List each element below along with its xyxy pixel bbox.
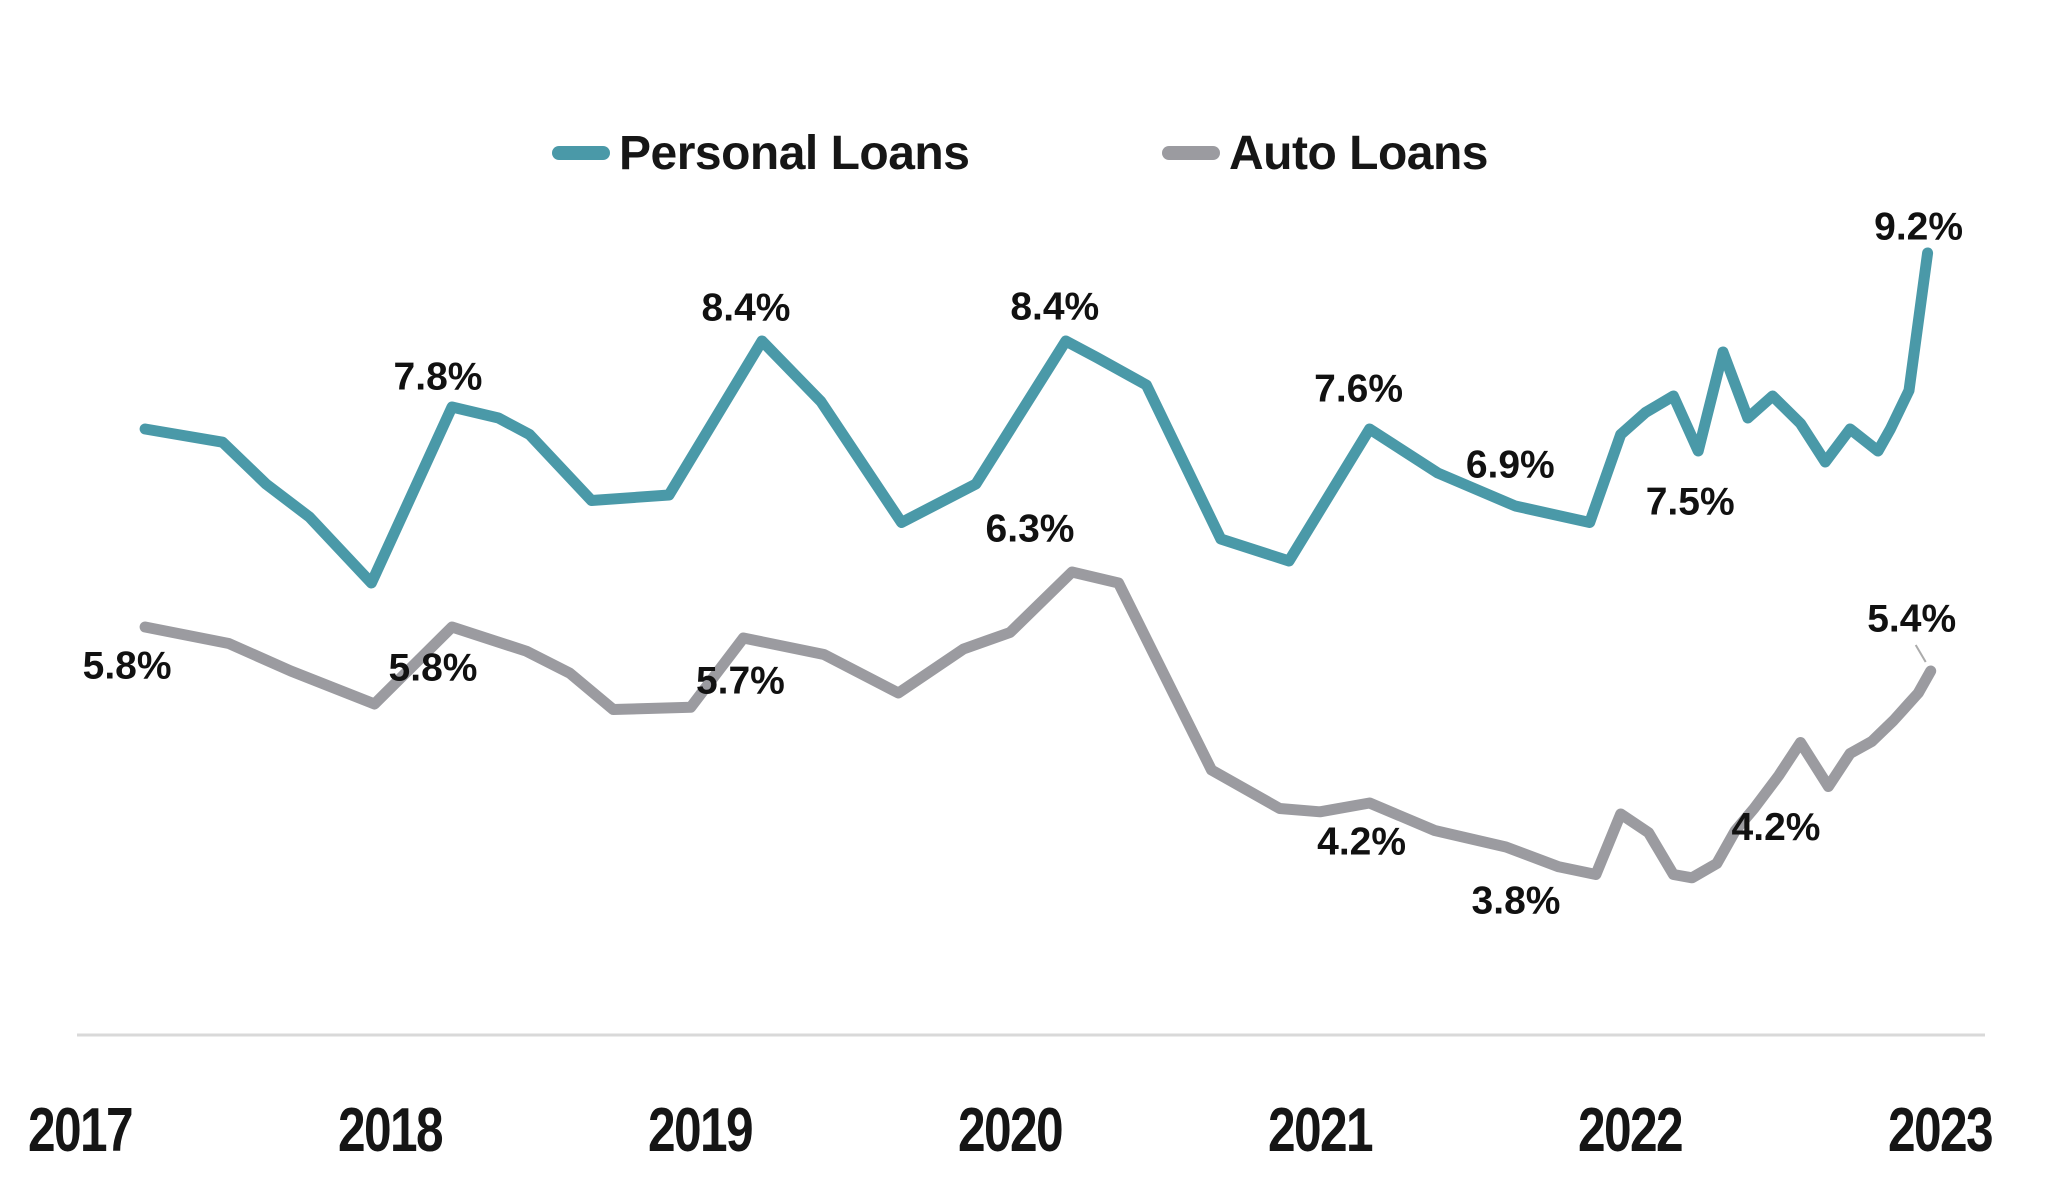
x-axis-label-2021: 2021 <box>1268 1095 1372 1165</box>
data-label-auto-loans-5.4pct: 5.4% <box>1867 597 1956 640</box>
data-label-auto-loans-3.8pct: 3.8% <box>1472 879 1561 922</box>
data-label-personal-loans-8.4pct: 8.4% <box>702 286 791 329</box>
x-axis-label-2019: 2019 <box>648 1095 752 1165</box>
data-label-auto-loans-4.2pct: 4.2% <box>1732 806 1821 849</box>
data-label-auto-loans-4.2pct: 4.2% <box>1317 820 1406 863</box>
legend-label-auto-loans: Auto Loans <box>1229 126 1488 180</box>
x-axis-label-2018: 2018 <box>338 1095 442 1165</box>
legend-item-auto-loans: Auto Loans <box>1162 123 1488 183</box>
data-label-personal-loans-7.6pct: 7.6% <box>1314 367 1403 410</box>
data-label-personal-loans-6.9pct: 6.9% <box>1466 443 1555 486</box>
legend-label-personal-loans: Personal Loans <box>619 126 970 180</box>
data-label-personal-loans-7.5pct: 7.5% <box>1646 480 1735 523</box>
data-label-auto-loans-6.3pct: 6.3% <box>986 507 1075 550</box>
legend-item-personal-loans: Personal Loans <box>552 123 970 183</box>
personal-loans-line-swatch-icon <box>552 146 610 160</box>
x-axis-label-2022: 2022 <box>1578 1095 1682 1165</box>
x-axis-label-2020: 2020 <box>958 1095 1062 1165</box>
data-label-auto-loans-5.8pct: 5.8% <box>83 644 172 687</box>
x-axis-label-2023: 2023 <box>1888 1095 1992 1165</box>
callout-leader-line <box>1914 644 1927 663</box>
auto-loans-line-swatch-icon <box>1162 146 1220 160</box>
data-label-auto-loans-5.7pct: 5.7% <box>696 659 785 702</box>
x-axis-label-2017: 2017 <box>28 1095 132 1165</box>
series-line-personal-loans <box>139 247 1934 589</box>
data-label-auto-loans-5.8pct: 5.8% <box>389 646 478 689</box>
series-line-auto-loans <box>139 566 1937 884</box>
data-label-personal-loans-8.4pct: 8.4% <box>1010 285 1099 328</box>
data-label-personal-loans-7.8pct: 7.8% <box>394 355 483 398</box>
data-label-personal-loans-9.2pct: 9.2% <box>1874 205 1963 248</box>
